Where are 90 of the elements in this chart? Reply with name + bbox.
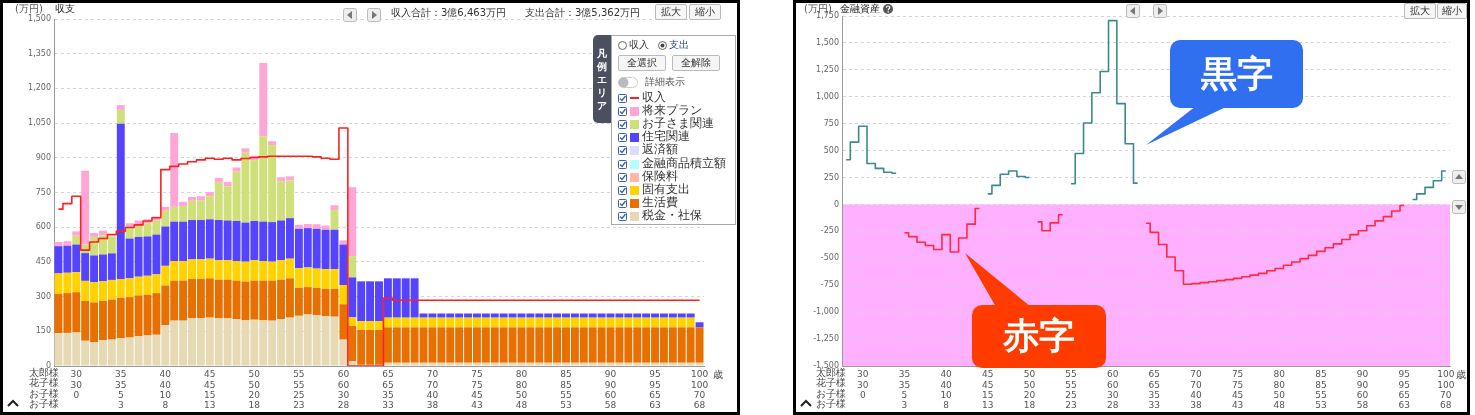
y-tick-label: -1,000	[813, 307, 839, 317]
legend-label: 税金・社保	[642, 208, 702, 223]
x-tick-label: 70 70 40 38	[1190, 369, 1202, 411]
x-tick-label: 95 95 65 63	[1398, 369, 1410, 411]
x-tick-label: 55 55 25 23	[1065, 369, 1077, 411]
x-tick-label: 50 50 20 18	[1023, 369, 1036, 411]
legend-label: 固有支出	[642, 181, 690, 196]
x-tick-label: 30 30 0	[857, 369, 869, 400]
y-tick-label: 600	[35, 222, 51, 232]
button: 全選択	[618, 55, 666, 71]
x-tick-label: 70 70 40 38	[426, 369, 439, 411]
x-tick-label: 45 45 15 13	[204, 369, 216, 411]
y-tick-label: 150	[35, 326, 51, 336]
y-tick-label: 300	[35, 291, 51, 301]
x-tick-label: 90 90 60 58	[1356, 369, 1369, 411]
x-tick-label: 60 60 30 28	[337, 369, 350, 411]
y-tick-label: 1,250	[816, 64, 839, 74]
legend-label: お子さま関連	[642, 115, 714, 130]
y-tick-label: -750	[820, 280, 839, 290]
chart-title: 金融資産	[840, 3, 880, 15]
x-tick-label: 30 30 0	[70, 369, 83, 400]
legend-label: 収入	[642, 89, 666, 104]
button: 拡大	[1404, 3, 1436, 19]
x-tick-label: 65 65 35 33	[1148, 369, 1161, 411]
x-tick-label: 60 60 30 28	[1106, 369, 1119, 411]
legend-label: 返済額	[642, 142, 678, 157]
text: お子様	[816, 397, 846, 410]
annotation: 支出	[669, 39, 689, 51]
x-tick-label: 95 95 65 63	[649, 369, 661, 411]
x-tick-label: 45 45 15 13	[982, 369, 994, 411]
text: 歳	[713, 369, 723, 381]
y-tick-label: 250	[823, 172, 839, 182]
y-tick-label: 900	[35, 152, 51, 162]
x-tick-label: 75 75 45 43	[1231, 369, 1244, 411]
text: 歳	[1456, 369, 1466, 381]
y-tick-label: 1,050	[28, 118, 51, 128]
x-tick-label: 80 80 50 48	[515, 369, 528, 411]
y-tick-label: -500	[820, 253, 839, 263]
annotation: 詳細表示	[645, 76, 685, 88]
text: お子様	[29, 397, 59, 410]
x-tick-label: 55 55 25 23	[293, 369, 305, 411]
y-tick-label: 0	[833, 199, 839, 209]
x-tick-label: 40 40 10 8	[159, 369, 172, 411]
x-tick-label: 80 80 50 48	[1273, 369, 1286, 411]
legend-label: 保険料	[642, 168, 678, 183]
text: 花子様	[29, 377, 59, 389]
chart-title: 収支	[55, 3, 75, 15]
y-tick-label: 1,500	[816, 38, 839, 47]
text: 太郎様	[816, 367, 846, 378]
legend-label: 住宅関連	[642, 129, 690, 144]
annotation: 黒字	[1170, 40, 1303, 108]
y-tick-label: 750	[35, 187, 51, 197]
y-tick-label: 1,200	[28, 83, 51, 93]
text: 支出合計：3億5,362万円	[525, 7, 640, 19]
y-tick-label: 1,000	[816, 91, 839, 101]
legend-label: 生活費	[642, 195, 678, 210]
y-tick-label: -1,250	[813, 334, 839, 344]
annotation: 赤字	[972, 305, 1106, 368]
x-tick-label: 90 90 60 58	[604, 369, 617, 411]
x-tick-label: 65 65 35 33	[382, 369, 394, 411]
x-tick-label: 85 85 55 53	[1315, 369, 1327, 411]
annotation: 収入	[629, 39, 649, 51]
x-tick-label: 40 40 10 8	[940, 369, 953, 411]
y-tick-label: 500	[823, 145, 839, 155]
y-tick-label: -250	[820, 226, 839, 236]
x-tick-label: 85 85 55 53	[560, 369, 572, 411]
text: お子様	[816, 387, 846, 399]
y-tick-label: 750	[823, 118, 839, 128]
tab: 凡例エリア	[593, 35, 611, 123]
x-tick-label: 100 100 70 68	[690, 369, 709, 411]
y-tick-label: 450	[35, 256, 51, 266]
button: 縮小	[1437, 3, 1467, 19]
text: お子様	[29, 387, 59, 399]
y-tick-label: 1,350	[28, 48, 51, 58]
text: 収入合計：3億6,463万円	[391, 7, 506, 19]
text: 花子様	[816, 377, 846, 389]
legend-label: 金融商品積立額	[642, 155, 726, 170]
x-tick-label: 35 35 5 3	[898, 369, 911, 411]
x-tick-label: 35 35 5 3	[115, 369, 127, 411]
button: 縮小	[689, 4, 721, 20]
x-tick-label: 50 50 20 18	[248, 369, 261, 411]
x-tick-label: 100 100 70 68	[1437, 369, 1455, 411]
button: 全解除	[672, 55, 720, 71]
text: 太郎様	[29, 367, 59, 378]
legend-label: 将来プラン	[642, 102, 702, 117]
annotation: 凡例エリア	[597, 46, 607, 112]
x-tick-label: 75 75 45 43	[471, 369, 483, 411]
y-axis-title: (万円)	[15, 3, 43, 15]
button: 拡大	[655, 4, 687, 20]
y-tick-label: 1,500	[28, 14, 51, 24]
